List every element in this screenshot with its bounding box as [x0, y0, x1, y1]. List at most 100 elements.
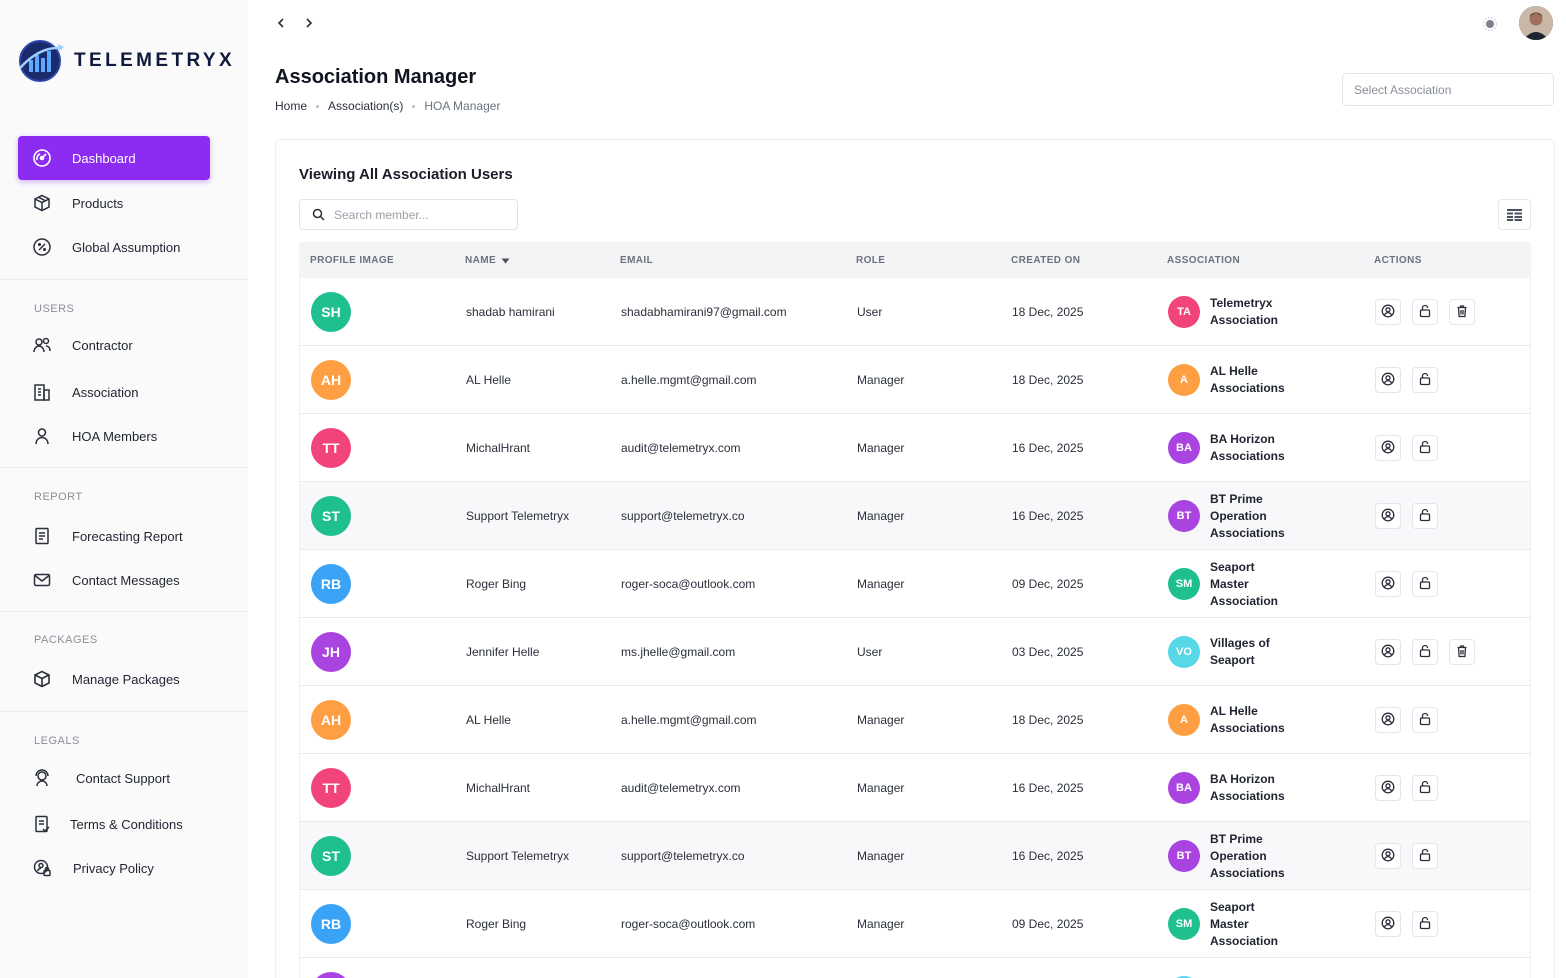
sidebar-item-dashboard[interactable]: Dashboard	[18, 136, 210, 180]
logo[interactable]: TELEMETRYX	[16, 38, 235, 84]
lock-user-button[interactable]	[1412, 503, 1438, 529]
breadcrumb-home[interactable]: Home	[275, 99, 308, 113]
table-row[interactable]: AH AL Helle a.helle.mgmt@gmail.com Manager 1…	[299, 346, 1531, 414]
user-name: Support Telemetryx	[466, 849, 570, 863]
sidebar-item-global-assumption[interactable]: Global Assumption	[18, 225, 210, 269]
table-row[interactable]: ST Support Telemetryx support@telemetryx.c…	[299, 482, 1531, 550]
view-user-button[interactable]	[1375, 843, 1401, 869]
user-email: roger-soca@outlook.com	[621, 917, 756, 931]
table-header: PROFILE IMAGE NAME EMAIL ROLE CREATED ON…	[299, 242, 1531, 278]
lock-icon	[1418, 780, 1432, 797]
sidebar-item-terms-conditions[interactable]: Terms & Conditions	[18, 802, 210, 846]
view-user-button[interactable]	[1375, 639, 1401, 665]
sidebar-item-hoa-members[interactable]: HOA Members	[18, 414, 210, 458]
delete-user-button[interactable]	[1449, 639, 1475, 665]
user-role: Manager	[857, 373, 905, 387]
row-actions	[1375, 571, 1438, 597]
sidebar-item-contact-messages[interactable]: Contact Messages	[18, 558, 210, 602]
association-name: BT Prime Operation Associations	[1210, 491, 1285, 540]
user-role: User	[857, 305, 883, 319]
lock-user-button[interactable]	[1412, 639, 1438, 665]
user-role: Manager	[857, 509, 905, 523]
lock-user-button[interactable]	[1412, 911, 1438, 937]
lock-icon	[1418, 576, 1432, 593]
user-circle-icon	[1381, 644, 1395, 661]
table-row[interactable]: SH shadab hamirani shadabhamirani97@gmail.…	[299, 278, 1531, 346]
lock-user-button[interactable]	[1412, 571, 1438, 597]
lock-user-button[interactable]	[1412, 843, 1438, 869]
association-cell: TA Telemetryx Association	[1168, 278, 1288, 346]
select-association-dropdown[interactable]: Select Association	[1342, 73, 1554, 106]
user-name: shadab hamirani	[466, 305, 555, 319]
view-user-button[interactable]	[1375, 367, 1401, 393]
view-user-button[interactable]	[1375, 503, 1401, 529]
association-cell: VO Villages of Seaport	[1168, 618, 1288, 686]
profile-image-cell: RB	[311, 904, 351, 944]
table-row[interactable]: ST Support Telemetryx support@telemetryx.c…	[299, 822, 1531, 890]
trash-icon	[1455, 304, 1469, 321]
column-header-name[interactable]: NAME	[465, 255, 510, 266]
back-arrow-icon[interactable]	[272, 14, 290, 32]
forward-arrow-icon[interactable]	[300, 14, 318, 32]
table-row[interactable]: AH AL Helle a.helle.mgmt@gmail.com Manager 1…	[299, 686, 1531, 754]
user-created-on: 16 Dec, 2025	[1012, 849, 1084, 863]
view-user-button[interactable]	[1375, 775, 1401, 801]
sidebar-item-contractor[interactable]: Contractor	[18, 323, 210, 367]
lock-icon	[1418, 304, 1432, 321]
sidebar-item-manage-packages[interactable]: Manage Packages	[18, 657, 210, 701]
association-initials-avatar: BA	[1168, 772, 1200, 804]
association-cell: A AL Helle Associations	[1168, 346, 1288, 414]
table-row[interactable]: RB Roger Bing roger-soca@outlook.com Manage…	[299, 550, 1531, 618]
profile-initials-avatar: TT	[311, 428, 351, 468]
view-user-button[interactable]	[1375, 299, 1401, 325]
lock-user-button[interactable]	[1412, 435, 1438, 461]
association-initials-avatar: BA	[1168, 432, 1200, 464]
association-cell: SM Seaport Master Association	[1168, 550, 1288, 618]
association-name: Seaport Master Association	[1210, 559, 1279, 608]
table-row[interactable]: JH Jennifer Helle ms.jhelle@gmail.com User 0…	[299, 618, 1531, 686]
sidebar-item-association[interactable]: Association	[18, 370, 210, 414]
lock-user-button[interactable]	[1412, 367, 1438, 393]
row-actions	[1375, 775, 1438, 801]
view-user-button[interactable]	[1375, 911, 1401, 937]
view-user-button[interactable]	[1375, 571, 1401, 597]
association-initials-avatar: TA	[1168, 296, 1200, 328]
search-input[interactable]	[334, 207, 504, 222]
table-row[interactable]: Villages	[299, 958, 1531, 978]
user-role: Manager	[857, 781, 905, 795]
table-row[interactable]: TT MichalHrant audit@telemetryx.com Manager…	[299, 414, 1531, 482]
table-body: SH shadab hamirani shadabhamirani97@gmail.…	[299, 278, 1531, 978]
row-actions	[1375, 503, 1438, 529]
association-name: AL Helle Associations	[1210, 364, 1285, 395]
table-row[interactable]: TT MichalHrant audit@telemetryx.com Manager…	[299, 754, 1531, 822]
sidebar-item-privacy-policy[interactable]: Privacy Policy	[18, 846, 210, 890]
sidebar-item-label: Contractor	[72, 337, 133, 353]
view-user-button[interactable]	[1375, 707, 1401, 733]
lock-icon	[1418, 712, 1432, 729]
user-email: audit@telemetryx.com	[621, 781, 741, 795]
theme-toggle-button[interactable]	[1478, 12, 1502, 36]
lock-user-button[interactable]	[1412, 299, 1438, 325]
view-toggle-button[interactable]	[1498, 199, 1531, 230]
sidebar-item-products[interactable]: Products	[18, 181, 210, 225]
table-row[interactable]: RB Roger Bing roger-soca@outlook.com Manage…	[299, 890, 1531, 958]
profile-image-cell: JH	[311, 632, 351, 672]
lock-icon	[1418, 372, 1432, 389]
lock-user-button[interactable]	[1412, 707, 1438, 733]
association-cell: BA BA Horizon Associations	[1168, 414, 1288, 482]
lock-user-button[interactable]	[1412, 775, 1438, 801]
profile-image-cell: RB	[311, 564, 351, 604]
profile-image-cell: ST	[311, 496, 351, 536]
sun-icon	[1482, 16, 1498, 32]
user-avatar[interactable]	[1519, 6, 1553, 40]
delete-user-button[interactable]	[1449, 299, 1475, 325]
user-role: User	[857, 645, 883, 659]
sidebar-item-contact-support[interactable]: Contact Support	[18, 756, 210, 800]
divider	[0, 279, 248, 280]
profile-initials-avatar: JH	[311, 632, 351, 672]
user-circle-icon	[1381, 576, 1395, 593]
association-initials-avatar: SM	[1168, 908, 1200, 940]
sidebar-item-forecasting-report[interactable]: Forecasting Report	[18, 514, 210, 558]
view-user-button[interactable]	[1375, 435, 1401, 461]
breadcrumb-associations[interactable]: Association(s)	[328, 99, 404, 113]
